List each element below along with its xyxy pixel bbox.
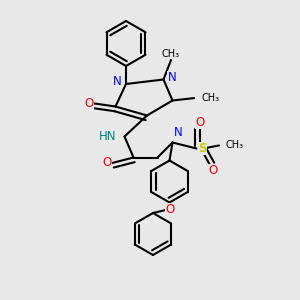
Text: CH₃: CH₃ (226, 140, 244, 151)
Text: CH₃: CH₃ (162, 49, 180, 59)
Text: N: N (167, 70, 176, 84)
Text: O: O (103, 156, 112, 170)
Text: O: O (166, 202, 175, 216)
Text: S: S (198, 142, 207, 155)
Text: O: O (208, 164, 217, 177)
Text: O: O (195, 116, 204, 129)
Text: CH₃: CH₃ (202, 93, 220, 103)
Text: N: N (173, 126, 182, 139)
Text: HN: HN (99, 130, 116, 143)
Text: O: O (85, 97, 94, 110)
Text: N: N (113, 75, 122, 88)
